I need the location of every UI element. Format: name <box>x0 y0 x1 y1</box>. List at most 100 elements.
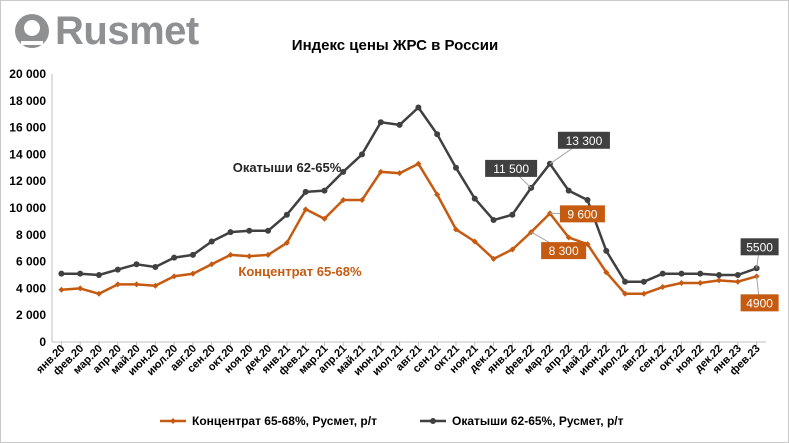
callout-box <box>485 159 538 177</box>
callout-label: 4900 <box>746 296 773 310</box>
data-point <box>114 266 121 273</box>
data-point <box>716 272 723 278</box>
axes: 0 2 000 4 000 6 000 8 000 10 000 12 000 14 000 1… <box>9 67 766 378</box>
data-point <box>246 253 253 260</box>
data-point <box>415 160 422 167</box>
series-line-1 <box>61 106 758 283</box>
data-point <box>58 270 65 277</box>
data-point <box>659 270 666 277</box>
data-point <box>58 286 65 293</box>
data-point <box>434 131 441 138</box>
data-point <box>678 280 685 287</box>
data-point <box>246 227 253 234</box>
data-point <box>208 238 215 245</box>
legend: Концентрат 65-68%, Русмет, р/т Окатыши 62… <box>160 414 624 428</box>
data-point <box>509 211 516 218</box>
callout-label: 5500 <box>746 240 773 254</box>
data-point <box>95 290 102 297</box>
data-point <box>622 278 629 285</box>
data-point <box>603 247 610 254</box>
data-point <box>227 229 234 236</box>
data-point <box>189 270 196 277</box>
data-point <box>208 261 215 268</box>
y-tick-label: 0 <box>39 335 46 349</box>
legend-swatch-marker <box>170 418 176 424</box>
data-point <box>340 168 347 175</box>
data-point <box>603 269 610 276</box>
data-point <box>359 151 366 158</box>
rusmet-logo: Rusmet <box>15 9 199 53</box>
data-point <box>152 282 159 289</box>
data-point <box>434 191 441 198</box>
data-callouts: 8 300 9 600 4900 11 500 13 300 5500 <box>485 131 779 312</box>
data-point <box>471 195 478 202</box>
data-point <box>415 104 422 111</box>
y-tick-label: 14 000 <box>9 147 46 161</box>
callout-box <box>541 242 587 260</box>
data-point <box>565 234 572 241</box>
data-point <box>359 196 366 203</box>
data-point <box>490 255 497 262</box>
data-point <box>584 196 591 203</box>
y-tick-label: 8 000 <box>16 228 46 242</box>
data-point <box>171 273 178 280</box>
callout-label: 9 600 <box>567 207 597 221</box>
data-point <box>716 277 723 284</box>
y-tick-label: 6 000 <box>16 255 46 269</box>
data-point <box>377 168 384 175</box>
data-point <box>283 239 290 246</box>
data-point <box>133 281 140 288</box>
data-point <box>114 281 121 288</box>
data-point <box>734 272 741 278</box>
data-point <box>734 278 741 285</box>
series-line-0 <box>61 162 757 296</box>
data-point <box>490 217 497 224</box>
rusmet-logo-icon <box>15 14 49 48</box>
series-label-pellets: Окатыши 62-65% <box>233 160 342 175</box>
data-point <box>152 263 159 270</box>
y-tick-label: 4 000 <box>16 281 46 295</box>
legend-swatch-marker <box>430 418 436 424</box>
data-point <box>283 211 290 218</box>
data-point <box>133 261 140 268</box>
callout-box <box>740 294 779 312</box>
data-point <box>77 285 84 292</box>
data-point <box>95 272 102 278</box>
data-point <box>396 121 403 128</box>
logo-text: Rusmet <box>55 8 199 53</box>
callout-box <box>740 238 779 256</box>
data-point <box>321 215 328 222</box>
y-tick-label: 16 000 <box>9 121 46 135</box>
callout-box <box>559 205 605 223</box>
y-tick-label: 10 000 <box>9 201 46 215</box>
data-point <box>321 187 328 194</box>
y-tick-label: 18 000 <box>9 94 46 108</box>
data-point <box>640 278 647 285</box>
series-label-concentrate: Концентрат 65-68% <box>238 264 362 279</box>
data-point <box>189 251 196 258</box>
data-point <box>697 280 704 287</box>
y-tick-label: 2 000 <box>16 308 46 322</box>
data-point <box>697 270 704 277</box>
data-point <box>265 227 272 234</box>
data-point <box>452 164 459 171</box>
legend-label: Окатыши 62-65%, Русмет, р/т <box>452 414 624 428</box>
legend-label: Концентрат 65-68%, Русмет, р/т <box>192 414 377 428</box>
data-point <box>565 187 572 194</box>
data-point <box>640 290 647 297</box>
data-point <box>302 206 309 213</box>
data-point <box>77 270 84 277</box>
y-tick-label: 20 000 <box>9 67 46 81</box>
data-point <box>471 238 478 245</box>
data-point <box>396 170 403 177</box>
data-point <box>302 188 309 195</box>
data-point <box>227 251 234 258</box>
callout-label: 11 500 <box>493 162 529 176</box>
data-point <box>678 270 685 277</box>
series-lines: Окатыши 62-65% Концентрат 65-68% <box>58 104 760 297</box>
y-tick-label: 12 000 <box>9 174 46 188</box>
chart-title: Индекс цены ЖРС в России <box>292 37 498 54</box>
data-point <box>622 290 629 297</box>
